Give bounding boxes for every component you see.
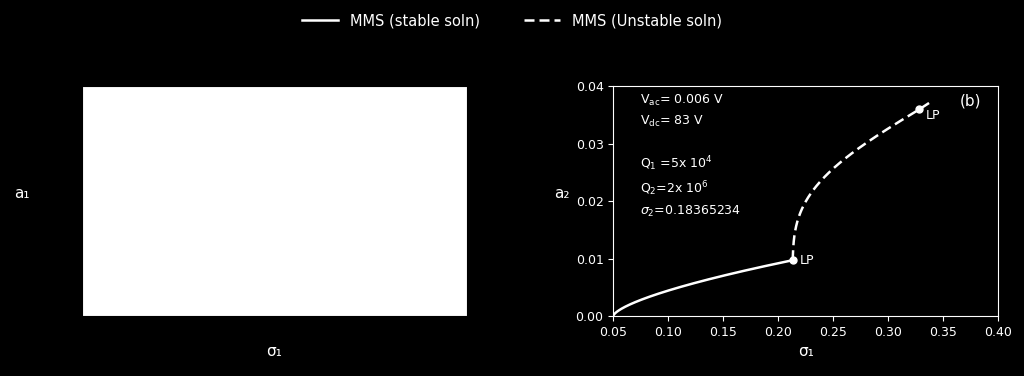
X-axis label: σ₁: σ₁ bbox=[266, 344, 283, 359]
Y-axis label: a₂: a₂ bbox=[554, 186, 569, 201]
Text: (b): (b) bbox=[959, 93, 981, 108]
Text: V$_{\mathrm{ac}}$= 0.006 V
V$_{\mathrm{dc}}$= 83 V

Q$_1$ =5x 10$^4$
Q$_2$=2x 10: V$_{\mathrm{ac}}$= 0.006 V V$_{\mathrm{d… bbox=[640, 93, 741, 219]
X-axis label: σ₁: σ₁ bbox=[798, 344, 814, 359]
Legend: MMS (stable soln), MMS (Unstable soln): MMS (stable soln), MMS (Unstable soln) bbox=[296, 7, 728, 34]
Text: LP: LP bbox=[800, 254, 814, 267]
Text: LP: LP bbox=[926, 109, 940, 122]
Y-axis label: a₁: a₁ bbox=[14, 186, 30, 201]
